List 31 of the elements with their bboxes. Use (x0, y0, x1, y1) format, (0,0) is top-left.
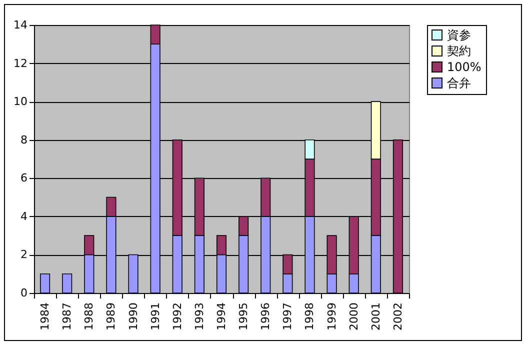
x-tick-label: 1990 (126, 302, 140, 330)
x-tick-label: 1996 (259, 302, 272, 330)
y-tick-label: 14 (14, 18, 28, 32)
x-tick-label: 1999 (325, 302, 338, 330)
y-tick-label: 6 (20, 172, 28, 185)
legend-label: 100% (447, 60, 482, 74)
y-tick-label: 2 (20, 248, 28, 262)
y-tick-label: 0 (20, 286, 28, 300)
bar (62, 273, 72, 294)
x-tick-label: 1992 (170, 302, 184, 330)
y-tick-label: 10 (14, 95, 28, 108)
x-tick-label: 1988 (82, 302, 96, 330)
x-tick-label: 2002 (391, 302, 404, 330)
x-tick-label: 1984 (38, 302, 52, 330)
y-tick-label: 8 (20, 133, 28, 146)
x-tick-label: 2000 (347, 302, 360, 330)
y-tick-label: 4 (20, 210, 28, 223)
x-tick-label: 1989 (104, 302, 118, 330)
x-tick-label: 1994 (215, 302, 228, 330)
y-tick-label: 12 (14, 56, 28, 70)
legend-label: 資参 (447, 28, 471, 42)
x-tick-label: 1991 (148, 302, 162, 330)
legend-label: 契約 (447, 44, 471, 58)
x-tick-label: 1998 (303, 302, 316, 330)
bar (40, 273, 50, 294)
x-tick-label: 1987 (60, 302, 74, 330)
x-tick-label: 2001 (369, 302, 382, 330)
x-tick-label: 1997 (281, 302, 294, 330)
legend-label: 合弁 (447, 76, 471, 90)
x-tick-label: 1993 (192, 302, 206, 330)
x-tick-label: 1995 (237, 302, 250, 330)
